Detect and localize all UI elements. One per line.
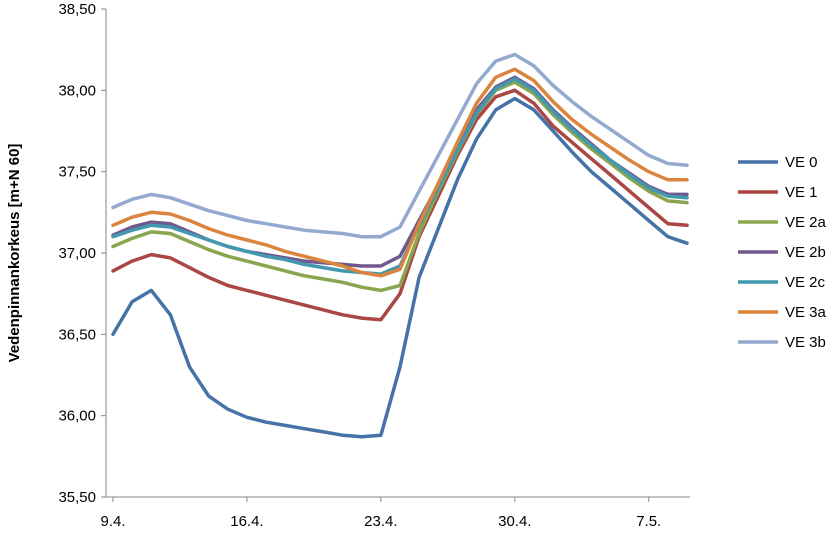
y-tick-label: 37,00 — [58, 245, 96, 262]
legend-label: VE 2b — [785, 244, 826, 261]
legend-label: VE 2c — [785, 274, 826, 291]
legend-label: VE 3b — [785, 334, 826, 351]
series-line-ve-1 — [111, 88, 689, 322]
series-line-ve-3a — [111, 67, 689, 278]
y-tick-label: 36,50 — [58, 326, 96, 343]
legend-label: VE 3a — [785, 304, 827, 321]
y-tick-label: 38,50 — [58, 1, 96, 18]
x-tick-label: 16.4. — [230, 513, 263, 530]
x-tick-label: 23.4. — [364, 513, 397, 530]
x-tick-label: 9.4. — [100, 513, 125, 530]
legend-label: VE 1 — [785, 184, 818, 201]
legend-label: VE 2a — [785, 214, 827, 231]
y-tick-label: 38,00 — [58, 82, 96, 99]
y-tick-label: 37,50 — [58, 164, 96, 181]
legend: VE 0 VE 1 VE 2a VE 2b VE 2c VE 3a VE 3b — [738, 154, 827, 351]
y-tick-label: 36,00 — [58, 408, 96, 425]
x-tick-label: 7.5. — [636, 513, 661, 530]
x-ticks: 9.4. 16.4. 23.4. 30.4. 7.5. — [100, 497, 661, 530]
x-tick-label: 30.4. — [498, 513, 531, 530]
y-axis-title: Vedenpinnankorkeus [m+N 60] — [6, 144, 23, 363]
y-ticks: 35,50 36,00 36,50 37,00 37,50 38,00 38,50 — [58, 1, 106, 506]
series-group — [111, 52, 689, 439]
legend-label: VE 0 — [785, 154, 818, 171]
series-line-ve-2a — [111, 80, 689, 293]
series-line-ve-0 — [111, 96, 689, 439]
y-tick-label: 35,50 — [58, 489, 96, 506]
series-line-ve-3b — [111, 52, 689, 239]
axes — [105, 9, 690, 498]
